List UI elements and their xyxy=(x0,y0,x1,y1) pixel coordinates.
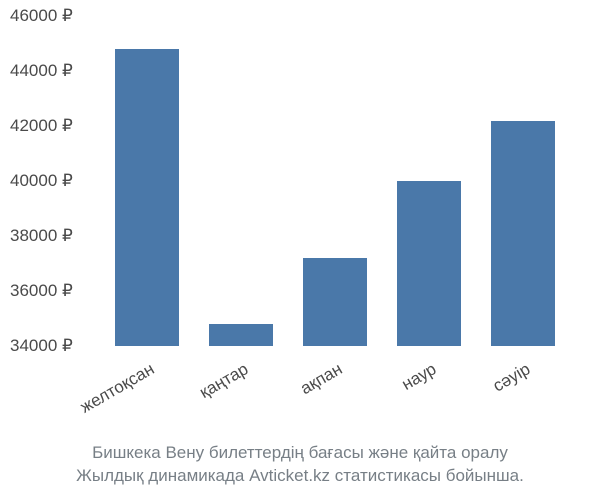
x-tick-label: желтоқсан xyxy=(56,359,158,429)
x-tick-label: сәуір xyxy=(432,359,534,429)
bar xyxy=(491,121,555,347)
y-tick-label: 46000 ₽ xyxy=(10,6,100,26)
y-tick-label: 44000 ₽ xyxy=(10,61,100,81)
y-tick-label: 40000 ₽ xyxy=(10,171,100,191)
caption-line-1: Бишкека Вену билеттердің бағасы және қай… xyxy=(92,443,508,462)
chart-caption: Бишкека Вену билеттердің бағасы және қай… xyxy=(0,442,600,488)
bar xyxy=(397,181,461,346)
chart-container: 34000 ₽ 36000 ₽ 38000 ₽ 40000 ₽ 42000 ₽ 44000… xyxy=(0,0,600,500)
y-tick-label: 38000 ₽ xyxy=(10,226,100,246)
plot-area: 34000 ₽36000 ₽38000 ₽40000 ₽42000 ₽44000… xyxy=(100,16,570,346)
x-tick-label: ақпан xyxy=(244,359,346,429)
y-tick-label: 36000 ₽ xyxy=(10,281,100,301)
x-tick-label: қаңтар xyxy=(150,359,252,429)
y-tick-label: 34000 ₽ xyxy=(10,336,100,356)
bar xyxy=(115,49,179,346)
bar xyxy=(209,324,273,346)
x-tick-label: наур xyxy=(338,359,440,429)
y-axis-ticks: 34000 ₽36000 ₽38000 ₽40000 ₽42000 ₽44000… xyxy=(0,16,100,346)
bar xyxy=(303,258,367,346)
y-tick-label: 42000 ₽ xyxy=(10,116,100,136)
bars-layer: желтоқсанқаңтарақпаннаурсәуір xyxy=(100,16,570,346)
caption-line-2: Жылдық динамикада Avticket.kz статистика… xyxy=(76,466,524,485)
